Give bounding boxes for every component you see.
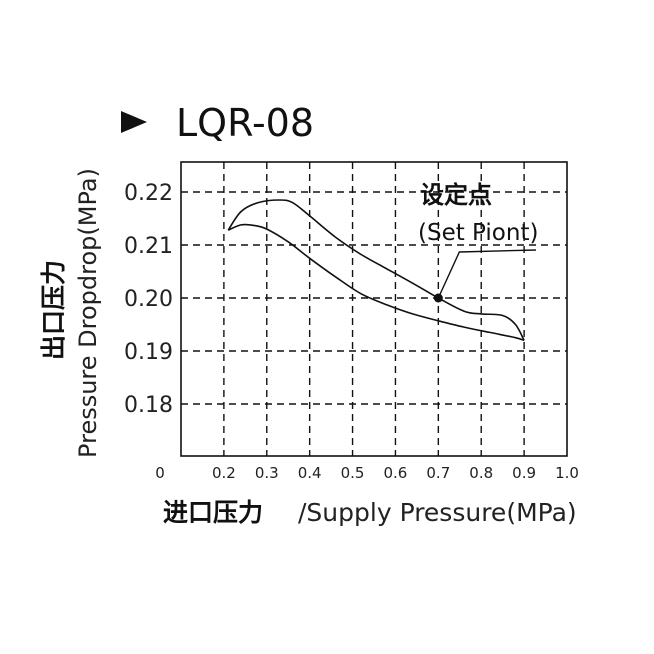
x-tick-label: 0.2 — [212, 464, 236, 482]
chart-title: LQR-08 — [176, 101, 314, 145]
plot-frame — [180, 161, 568, 457]
y-axis-label-en: Pressure Dropdrop(MPa) — [74, 168, 102, 458]
chart-header: LQR-08 — [121, 101, 314, 145]
y-tick-label: 0.21 — [124, 234, 173, 259]
series-line-lower — [227, 223, 525, 342]
horizontal-gridlines — [181, 191, 567, 405]
play-triangle-icon — [121, 111, 147, 133]
y-tick-label: 0.19 — [124, 340, 173, 365]
set-point-leader-line — [437, 249, 537, 299]
x-tick-label: 0.4 — [298, 464, 322, 482]
x-tick-labels: 0 0.2 0.3 0.4 0.5 0.6 0.7 0.8 0.9 1.0 — [155, 464, 579, 482]
y-tick-label: 0.20 — [124, 287, 173, 312]
x-tick-label: 0 — [155, 464, 165, 482]
x-tick-label: 0.6 — [384, 464, 408, 482]
set-point-annotation: 设定点 (Set Piont) — [418, 181, 538, 303]
y-tick-label: 0.18 — [124, 393, 173, 418]
y-axis-label-cn: 出口压力 — [39, 260, 68, 360]
x-tick-label: 1.0 — [555, 464, 579, 482]
y-tick-labels: 0.22 0.21 0.20 0.19 0.18 — [124, 181, 173, 418]
x-axis-label: 进口压力 /Supply Pressure(MPa) — [163, 498, 577, 527]
set-point-marker — [433, 293, 443, 303]
set-point-label-cn: 设定点 — [420, 181, 492, 209]
set-point-label-en: (Set Piont) — [418, 220, 538, 246]
series-layer — [227, 199, 525, 342]
vertical-gridlines — [223, 162, 525, 456]
x-tick-label: 0.5 — [341, 464, 365, 482]
x-tick-label: 0.3 — [255, 464, 279, 482]
x-tick-label: 0.9 — [512, 464, 536, 482]
x-tick-label: 0.7 — [426, 464, 450, 482]
y-tick-label: 0.22 — [124, 181, 173, 206]
plot-area — [180, 161, 568, 457]
x-tick-label: 0.8 — [469, 464, 493, 482]
x-axis-label-en: /Supply Pressure(MPa) — [298, 498, 577, 527]
series-line-upper — [227, 199, 525, 341]
x-axis-label-cn: 进口压力 — [163, 498, 263, 527]
y-axis-label: 出口压力 Pressure Dropdrop(MPa) — [39, 168, 102, 458]
